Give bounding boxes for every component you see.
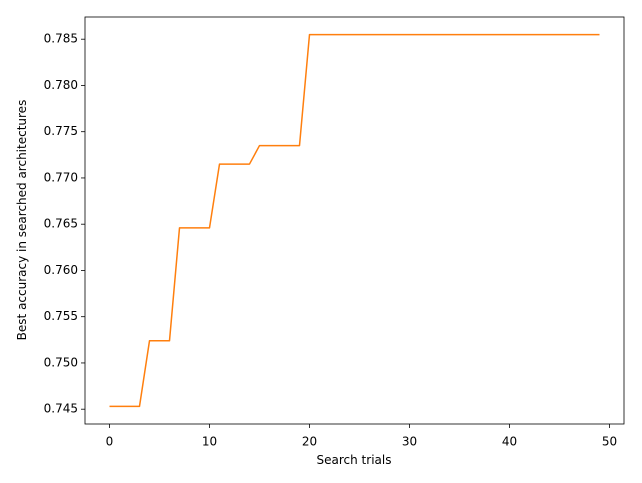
x-tick-label: 30 (402, 435, 417, 449)
y-tick-label: 0.745 (44, 402, 78, 416)
y-tick-label: 0.750 (44, 355, 78, 369)
y-axis-label: Best accuracy in searched architectures (15, 100, 29, 341)
x-tick-label: 50 (602, 435, 617, 449)
plot-frame (84, 16, 625, 425)
x-tick-label: 0 (106, 435, 114, 449)
y-tick-label: 0.785 (44, 32, 78, 46)
y-tick-label: 0.770 (44, 170, 78, 184)
y-tick-label: 0.755 (44, 309, 78, 323)
y-tick-label: 0.760 (44, 263, 78, 277)
y-tick-label: 0.775 (44, 124, 78, 138)
x-tick-label: 40 (502, 435, 517, 449)
y-tick-label: 0.765 (44, 217, 78, 231)
line (109, 33, 600, 408)
x-tick-label: 20 (302, 435, 317, 449)
x-axis-label: Search trials (317, 453, 392, 467)
x-tick-label: 10 (202, 435, 217, 449)
y-tick-label: 0.780 (44, 78, 78, 92)
